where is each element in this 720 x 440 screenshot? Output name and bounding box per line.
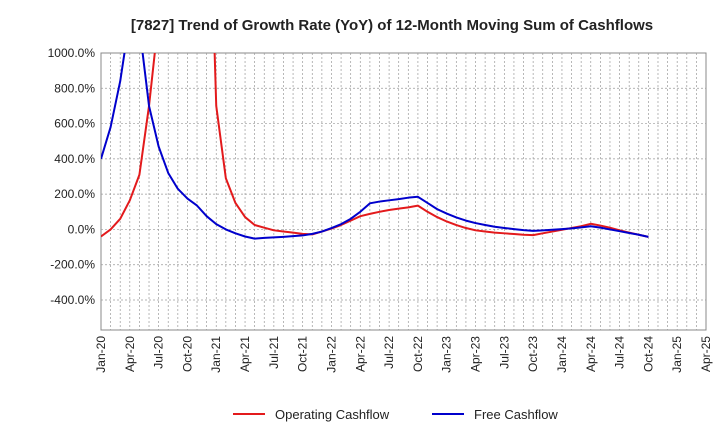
x-tick-label: Oct-23 <box>526 336 540 372</box>
x-tick-label: Jan-24 <box>555 336 569 373</box>
y-tick-label: -200.0% <box>50 258 95 272</box>
x-tick-label: Oct-20 <box>180 336 194 372</box>
x-tick-label: Jul-24 <box>613 336 627 369</box>
series-line-free-cashflow <box>101 53 649 240</box>
x-tick-label: Jul-23 <box>497 336 511 369</box>
plot-frame <box>100 52 707 331</box>
x-tick-label: Apr-24 <box>584 336 598 372</box>
y-axis-tick-labels: 1000.0% 800.0% 600.0% 400.0% 200.0% 0.0% -200.… <box>48 46 96 307</box>
plot-area <box>100 52 707 331</box>
x-tick-label: Apr-21 <box>238 336 252 372</box>
x-tick-label: Jan-22 <box>324 336 338 373</box>
chart-title: [7827] Trend of Growth Rate (YoY) of 12-… <box>131 17 653 34</box>
y-tick-label: -400.0% <box>50 293 95 307</box>
legend-label: Operating Cashflow <box>275 407 390 422</box>
x-tick-label: Apr-22 <box>353 336 367 372</box>
x-tick-label: Jul-22 <box>382 336 396 369</box>
x-tick-label: Apr-23 <box>469 336 483 372</box>
x-tick-label: Jul-21 <box>267 336 281 369</box>
x-axis-tick-labels: Jan-20 Apr-20 Jul-20 Oct-20 Jan-21 Apr-21 Jul-… <box>94 336 713 373</box>
y-tick-label: 400.0% <box>54 152 95 166</box>
x-tick-label: Apr-25 <box>699 336 713 372</box>
series-layer <box>101 53 649 240</box>
y-tick-label: 0.0% <box>68 222 96 236</box>
y-tick-label: 800.0% <box>54 81 95 95</box>
y-tick-label: 1000.0% <box>48 46 96 60</box>
x-tick-label: Oct-24 <box>641 336 655 372</box>
x-tick-label: Oct-21 <box>296 336 310 372</box>
x-tick-label: Apr-20 <box>123 336 137 372</box>
x-tick-label: Jan-23 <box>440 336 454 373</box>
x-tick-label: Jan-20 <box>94 336 108 373</box>
x-tick-label: Jul-20 <box>152 336 166 369</box>
legend: Operating Cashflow Free Cashflow <box>233 407 558 422</box>
y-tick-label: 200.0% <box>54 187 95 201</box>
y-tick-label: 600.0% <box>54 117 95 131</box>
legend-label: Free Cashflow <box>474 407 558 422</box>
x-tick-label: Jan-25 <box>670 336 684 373</box>
x-tick-label: Jan-21 <box>209 336 223 373</box>
x-tick-label: Oct-22 <box>411 336 425 372</box>
